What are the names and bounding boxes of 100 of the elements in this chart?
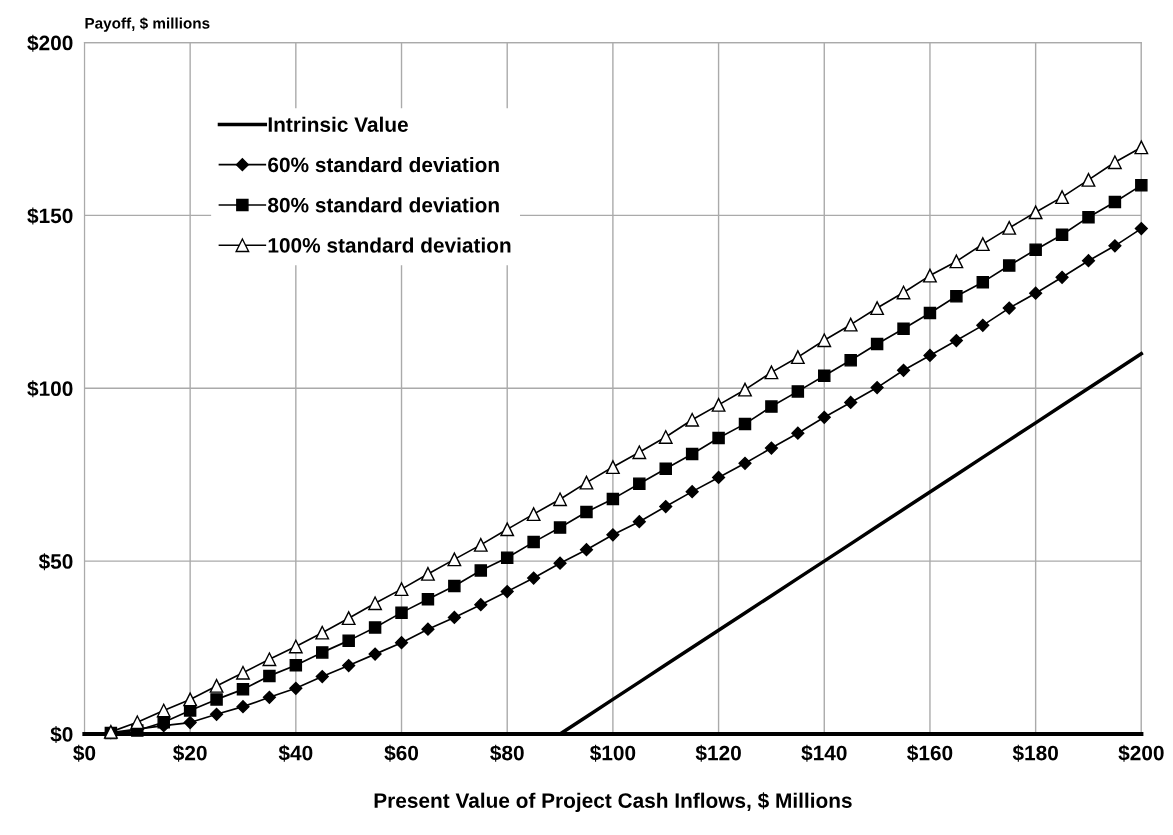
point xyxy=(447,610,461,625)
point xyxy=(474,564,488,577)
point xyxy=(897,322,910,336)
point xyxy=(765,400,778,413)
point xyxy=(896,363,911,377)
y-axis-title: Payoff, $ millions xyxy=(85,17,210,32)
point xyxy=(818,369,831,383)
point xyxy=(976,318,990,332)
point xyxy=(738,417,752,431)
point xyxy=(421,622,435,636)
point xyxy=(553,492,567,507)
x-tick-label: $20 xyxy=(173,744,207,762)
point xyxy=(209,678,224,693)
point xyxy=(262,690,276,704)
point xyxy=(474,598,488,612)
x-tick-label: $160 xyxy=(907,744,953,762)
x-tick-label: $0 xyxy=(73,744,96,762)
point xyxy=(553,556,567,570)
point xyxy=(580,505,593,519)
point xyxy=(896,285,911,300)
point xyxy=(605,460,620,475)
point xyxy=(606,492,620,506)
point xyxy=(949,333,963,348)
point xyxy=(395,606,408,619)
point xyxy=(236,665,250,680)
x-tick-label: $120 xyxy=(695,744,741,762)
point xyxy=(500,522,515,537)
point xyxy=(315,625,330,640)
y-tick-label: $0 xyxy=(50,726,73,744)
point xyxy=(791,385,805,398)
point xyxy=(790,350,805,365)
point xyxy=(342,658,356,673)
point xyxy=(844,354,857,367)
point xyxy=(633,477,646,490)
point xyxy=(1055,190,1070,205)
point xyxy=(527,571,541,585)
point xyxy=(315,669,329,684)
point xyxy=(236,700,250,714)
point xyxy=(579,543,594,557)
point xyxy=(1135,179,1148,192)
point xyxy=(950,290,963,303)
point xyxy=(1081,172,1096,187)
y-tick-label: $50 xyxy=(38,553,73,571)
point xyxy=(685,447,699,461)
point xyxy=(209,707,224,721)
x-tick-label: $80 xyxy=(490,744,524,762)
point xyxy=(632,515,646,529)
point xyxy=(1029,243,1042,256)
point xyxy=(949,254,964,269)
point xyxy=(711,397,726,412)
x-tick-label: $200 xyxy=(1118,744,1164,762)
point xyxy=(1002,220,1017,235)
point xyxy=(421,592,435,606)
point xyxy=(1107,155,1122,170)
point xyxy=(316,646,329,659)
point xyxy=(1055,228,1069,242)
point xyxy=(817,333,832,348)
x-tick-label: $60 xyxy=(384,744,419,762)
point xyxy=(579,475,594,490)
x-tick-label: $40 xyxy=(278,744,313,762)
legend-label: 100% standard deviation xyxy=(268,237,511,253)
legend-label: Intrinsic Value xyxy=(268,116,408,132)
point xyxy=(738,382,752,397)
point xyxy=(368,596,383,611)
point xyxy=(526,507,541,522)
point xyxy=(1134,140,1149,155)
y-tick-label: $150 xyxy=(27,207,73,225)
point xyxy=(658,430,673,444)
point xyxy=(527,535,540,549)
point xyxy=(844,395,858,410)
point xyxy=(923,306,937,320)
legend-label: 80% standard deviation xyxy=(268,197,499,213)
point xyxy=(870,301,885,316)
point xyxy=(1002,259,1016,272)
point xyxy=(738,456,752,470)
point xyxy=(764,365,779,380)
point xyxy=(659,499,673,514)
point xyxy=(553,521,567,534)
point xyxy=(870,380,884,395)
point xyxy=(923,348,937,363)
x-tick-label: $140 xyxy=(801,744,847,762)
point xyxy=(263,669,276,683)
point xyxy=(1055,270,1069,284)
point xyxy=(1108,239,1122,253)
point xyxy=(975,237,990,252)
point xyxy=(447,552,462,567)
point xyxy=(923,268,937,283)
point xyxy=(1028,205,1043,220)
point xyxy=(764,441,779,455)
point xyxy=(659,462,672,476)
point xyxy=(1081,254,1096,268)
point xyxy=(711,470,726,485)
point xyxy=(685,485,699,499)
point xyxy=(394,636,409,650)
point xyxy=(289,658,303,672)
point xyxy=(342,634,355,647)
point xyxy=(712,431,725,445)
point xyxy=(1029,286,1043,300)
point xyxy=(289,681,303,695)
point xyxy=(843,317,858,332)
